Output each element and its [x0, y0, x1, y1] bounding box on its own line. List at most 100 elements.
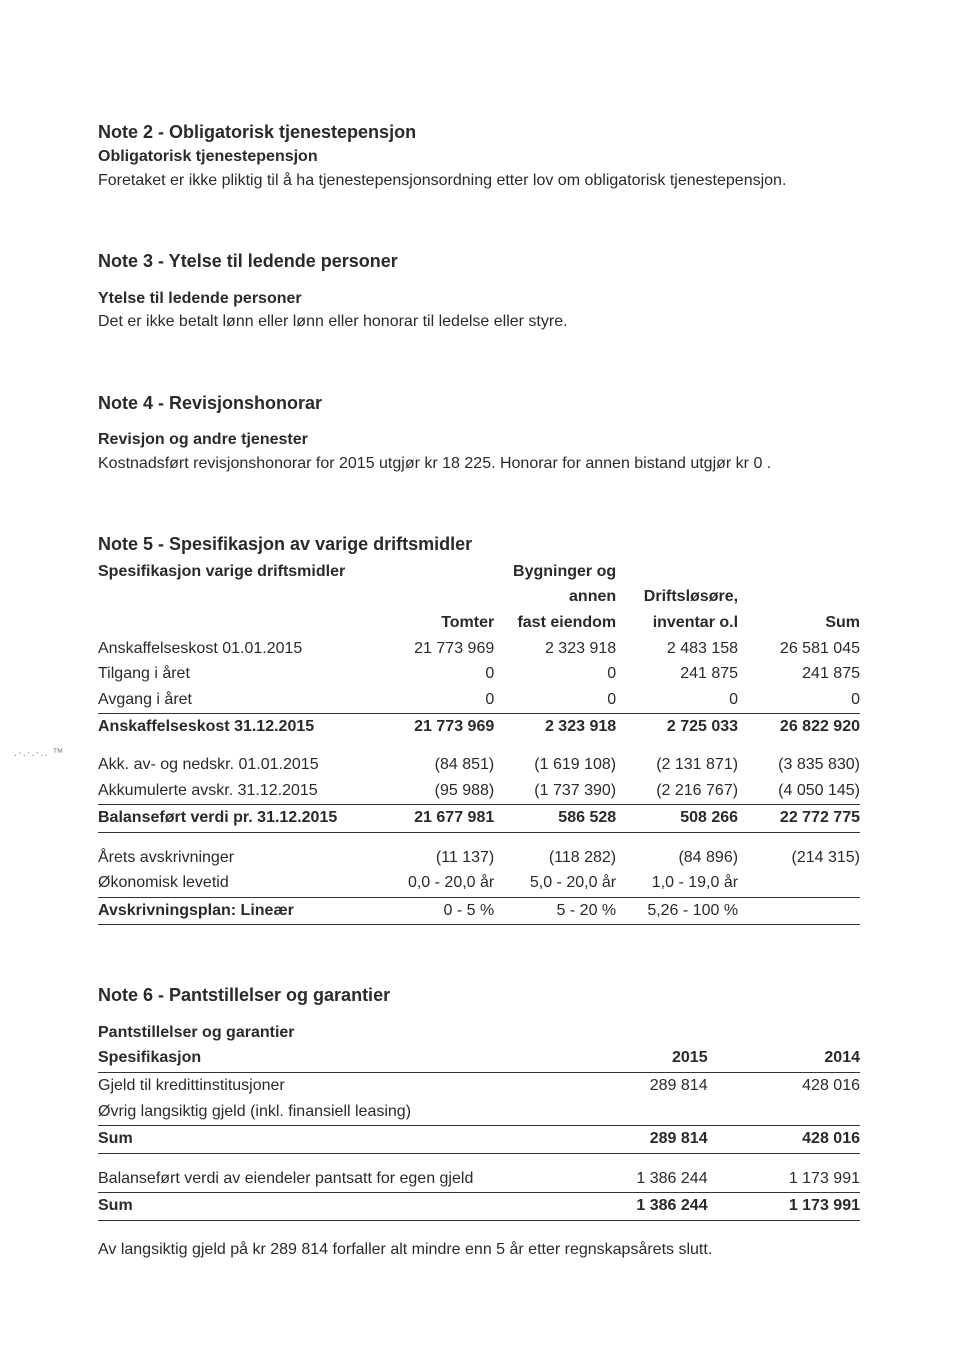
cell: (118 282) [494, 845, 616, 871]
cell: 0 - 5 % [372, 897, 494, 925]
table-row: Anskaffelseskost 31.12.2015 21 773 969 2… [98, 714, 860, 740]
table-subtitle: Spesifikasjon varige driftsmidler [98, 559, 372, 585]
scan-artifact: .·.·.·.. ™ [14, 746, 64, 761]
spacer [98, 832, 860, 845]
row-label: Tilgang i året [98, 661, 372, 687]
cell: (1 619 108) [494, 752, 616, 778]
cell: (214 315) [738, 845, 860, 871]
table-row: Akk. av- og nedskr. 01.01.2015 (84 851) … [98, 752, 860, 778]
note-2: Note 2 - Obligatorisk tjenestepensjon Ob… [98, 120, 860, 191]
table-row: Akkumulerte avskr. 31.12.2015 (95 988) (… [98, 778, 860, 805]
cell: 241 875 [616, 661, 738, 687]
cell: (4 050 145) [738, 778, 860, 805]
note-4: Note 4 - Revisjonshonorar Revisjon og an… [98, 391, 860, 474]
cell [738, 897, 860, 925]
row-label: Gjeld til kredittinstitusjoner [98, 1072, 555, 1098]
cell [555, 1099, 707, 1126]
fixed-assets-table: Spesifikasjon varige driftsmidler Bygnin… [98, 559, 860, 926]
cell: 5 - 20 % [494, 897, 616, 925]
note-subtitle: Pantstillelser og garantier [98, 1022, 860, 1044]
row-label: Avskrivningsplan: Lineær [98, 897, 372, 925]
col-header: Bygninger og [494, 559, 616, 585]
table-header-row: annen Driftsløsøre, [98, 584, 860, 610]
col-header [98, 610, 372, 636]
cell: 0 [372, 661, 494, 687]
note-title: Note 4 - Revisjonshonorar [98, 391, 860, 415]
cell: 2 323 918 [494, 714, 616, 740]
cell: 26 581 045 [738, 636, 860, 662]
cell: (2 131 871) [616, 752, 738, 778]
cell: 0 [494, 661, 616, 687]
row-label: Årets avskrivninger [98, 845, 372, 871]
row-label: Balanseført verdi pr. 31.12.2015 [98, 805, 372, 833]
col-header: 2014 [708, 1045, 860, 1072]
cell: 428 016 [708, 1126, 860, 1154]
table-row: Sum 289 814 428 016 [98, 1126, 860, 1154]
col-header: 2015 [555, 1045, 707, 1072]
col-header [372, 559, 494, 585]
col-header [738, 559, 860, 585]
row-label: Akk. av- og nedskr. 01.01.2015 [98, 752, 372, 778]
cell: 289 814 [555, 1072, 707, 1098]
cell: 21 677 981 [372, 805, 494, 833]
cell: (2 216 767) [616, 778, 738, 805]
table-row: Tilgang i året 0 0 241 875 241 875 [98, 661, 860, 687]
cell: 1 386 244 [555, 1166, 707, 1193]
table-header-row: Spesifikasjon 2015 2014 [98, 1045, 860, 1072]
cell: 289 814 [555, 1126, 707, 1154]
cell: 21 773 969 [372, 714, 494, 740]
note-subtitle: Ytelse til ledende personer [98, 288, 860, 310]
row-label: Akkumulerte avskr. 31.12.2015 [98, 778, 372, 805]
col-header: inventar o.l [616, 610, 738, 636]
note-title: Note 3 - Ytelse til ledende personer [98, 249, 860, 273]
col-header: Driftsløsøre, [616, 584, 738, 610]
cell [708, 1099, 860, 1126]
table-row: Avskrivningsplan: Lineær 0 - 5 % 5 - 20 … [98, 897, 860, 925]
document-page: .·.·.·.. ™ Note 2 - Obligatorisk tjenest… [0, 0, 960, 1358]
cell: (84 851) [372, 752, 494, 778]
cell: 508 266 [616, 805, 738, 833]
row-label: Anskaffelseskost 31.12.2015 [98, 714, 372, 740]
row-label: Øvrig langsiktig gjeld (inkl. finansiell… [98, 1099, 555, 1126]
note-3: Note 3 - Ytelse til ledende personer Yte… [98, 249, 860, 332]
cell: 26 822 920 [738, 714, 860, 740]
note-body: Foretaket er ikke pliktig til å ha tjene… [98, 170, 860, 192]
table-header-row: Spesifikasjon varige driftsmidler Bygnin… [98, 559, 860, 585]
cell: 5,26 - 100 % [616, 897, 738, 925]
cell: (11 137) [372, 845, 494, 871]
cell: 1 173 991 [708, 1193, 860, 1221]
cell: 1 173 991 [708, 1166, 860, 1193]
spacer [98, 740, 860, 752]
row-label: Økonomisk levetid [98, 870, 372, 897]
table-row: Økonomisk levetid 0,0 - 20,0 år 5,0 - 20… [98, 870, 860, 897]
col-header: Tomter [372, 610, 494, 636]
note-title: Note 6 - Pantstillelser og garantier [98, 983, 860, 1007]
cell: 0 [372, 687, 494, 714]
note-subtitle: Revisjon og andre tjenester [98, 429, 860, 451]
table-header-row: Tomter fast eiendom inventar o.l Sum [98, 610, 860, 636]
row-label: Sum [98, 1126, 555, 1154]
cell: 0,0 - 20,0 år [372, 870, 494, 897]
col-header: annen [494, 584, 616, 610]
note-body: Kostnadsført revisjonshonorar for 2015 u… [98, 453, 860, 475]
cell: 2 323 918 [494, 636, 616, 662]
note-6: Note 6 - Pantstillelser og garantier Pan… [98, 983, 860, 1260]
col-header: Spesifikasjon [98, 1045, 555, 1072]
cell: 0 [616, 687, 738, 714]
col-header: fast eiendom [494, 610, 616, 636]
col-header [372, 584, 494, 610]
note-title: Note 2 - Obligatorisk tjenestepensjon [98, 120, 860, 144]
cell: 21 773 969 [372, 636, 494, 662]
cell: 0 [494, 687, 616, 714]
note-title: Note 5 - Spesifikasjon av varige driftsm… [98, 532, 860, 556]
note-footer: Av langsiktig gjeld på kr 289 814 forfal… [98, 1239, 860, 1261]
table-row: Årets avskrivninger (11 137) (118 282) (… [98, 845, 860, 871]
cell: (3 835 830) [738, 752, 860, 778]
row-label: Avgang i året [98, 687, 372, 714]
cell: 428 016 [708, 1072, 860, 1098]
note-subtitle: Obligatorisk tjenestepensjon [98, 146, 860, 168]
cell: 22 772 775 [738, 805, 860, 833]
guarantees-table: Spesifikasjon 2015 2014 Gjeld til kredit… [98, 1045, 860, 1221]
cell: 241 875 [738, 661, 860, 687]
table-row: Anskaffelseskost 01.01.2015 21 773 969 2… [98, 636, 860, 662]
